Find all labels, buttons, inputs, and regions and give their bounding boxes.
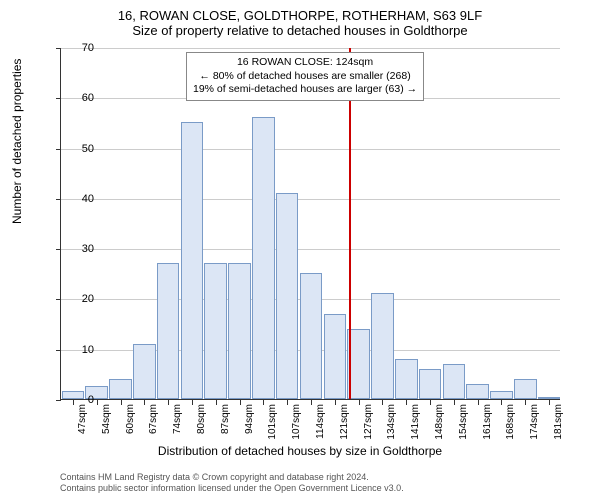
- xtick-mark: [311, 400, 312, 405]
- xtick-label: 67sqm: [148, 404, 159, 434]
- gridline: [61, 149, 560, 150]
- xtick-mark: [121, 400, 122, 405]
- xtick-mark: [144, 400, 145, 405]
- xtick-mark: [73, 400, 74, 405]
- ytick-mark: [56, 199, 61, 200]
- xtick-label: 121sqm: [339, 404, 350, 440]
- histogram-bar: [324, 314, 347, 399]
- xtick-mark: [216, 400, 217, 405]
- ytick-mark: [56, 149, 61, 150]
- xtick-label: 114sqm: [315, 404, 326, 439]
- xtick-mark: [192, 400, 193, 405]
- xtick-label: 127sqm: [363, 404, 374, 440]
- xtick-label: 107sqm: [291, 404, 302, 440]
- xtick-label: 161sqm: [482, 404, 493, 440]
- annotation-line3: 19% of semi-detached houses are larger (…: [193, 83, 417, 97]
- xtick-mark: [454, 400, 455, 405]
- ytick-label: 60: [82, 92, 94, 104]
- ytick-mark: [56, 98, 61, 99]
- ytick-label: 30: [82, 243, 94, 255]
- xtick-mark: [168, 400, 169, 405]
- histogram-bar: [204, 263, 227, 399]
- ytick-label: 10: [82, 344, 94, 356]
- histogram-bar: [252, 117, 275, 399]
- histogram-bar: [276, 193, 299, 399]
- xtick-label: 94sqm: [244, 404, 255, 434]
- xtick-label: 154sqm: [458, 404, 469, 440]
- xtick-mark: [335, 400, 336, 405]
- histogram-bar: [62, 391, 85, 399]
- histogram-bar: [157, 263, 180, 399]
- annotation-line1: 16 ROWAN CLOSE: 124sqm: [193, 56, 417, 70]
- xtick-mark: [287, 400, 288, 405]
- xtick-label: 87sqm: [220, 404, 231, 434]
- ytick-label: 70: [82, 42, 94, 54]
- histogram-bar: [490, 391, 513, 399]
- xtick-label: 168sqm: [505, 404, 516, 440]
- histogram-bar: [514, 379, 537, 399]
- ytick-label: 20: [82, 293, 94, 305]
- xtick-label: 134sqm: [386, 404, 397, 440]
- plot-area: 47sqm54sqm60sqm67sqm74sqm80sqm87sqm94sqm…: [60, 48, 560, 400]
- histogram-bar: [419, 369, 442, 399]
- histogram-bar: [133, 344, 156, 399]
- attribution-line1: Contains HM Land Registry data © Crown c…: [60, 472, 404, 483]
- xtick-label: 60sqm: [125, 404, 136, 434]
- annotation-line2: ← 80% of detached houses are smaller (26…: [193, 70, 417, 84]
- xtick-label: 47sqm: [77, 404, 88, 434]
- xtick-label: 148sqm: [434, 404, 445, 440]
- xtick-mark: [359, 400, 360, 405]
- xtick-label: 174sqm: [529, 404, 540, 440]
- xtick-mark: [263, 400, 264, 405]
- histogram-bar: [181, 122, 204, 399]
- histogram-bar: [228, 263, 251, 399]
- ytick-label: 50: [82, 143, 94, 155]
- ytick-mark: [56, 48, 61, 49]
- attribution-line2: Contains public sector information licen…: [60, 483, 404, 494]
- histogram-bar: [466, 384, 489, 399]
- chart-title-main: 16, ROWAN CLOSE, GOLDTHORPE, ROTHERHAM, …: [0, 0, 600, 23]
- gridline: [61, 199, 560, 200]
- histogram-bar: [300, 273, 323, 399]
- ytick-mark: [56, 400, 61, 401]
- ytick-label: 0: [88, 394, 94, 406]
- histogram-bar: [443, 364, 466, 399]
- xtick-mark: [478, 400, 479, 405]
- gridline: [61, 249, 560, 250]
- xtick-mark: [240, 400, 241, 405]
- xtick-label: 80sqm: [196, 404, 207, 434]
- xtick-label: 181sqm: [553, 404, 564, 440]
- xtick-label: 74sqm: [172, 404, 183, 434]
- ytick-label: 40: [82, 193, 94, 205]
- xtick-mark: [549, 400, 550, 405]
- chart-area: 47sqm54sqm60sqm67sqm74sqm80sqm87sqm94sqm…: [60, 48, 560, 400]
- ytick-mark: [56, 249, 61, 250]
- xtick-mark: [382, 400, 383, 405]
- chart-title-sub: Size of property relative to detached ho…: [0, 23, 600, 42]
- xtick-label: 101sqm: [267, 404, 278, 440]
- histogram-bar: [395, 359, 418, 399]
- xtick-mark: [406, 400, 407, 405]
- xtick-mark: [525, 400, 526, 405]
- y-axis-label: Number of detached properties: [10, 59, 24, 224]
- annotation-box: 16 ROWAN CLOSE: 124sqm← 80% of detached …: [186, 52, 424, 101]
- histogram-bar: [371, 293, 394, 399]
- xtick-mark: [97, 400, 98, 405]
- x-axis-label: Distribution of detached houses by size …: [0, 444, 600, 458]
- histogram-bar: [109, 379, 132, 399]
- attribution-text: Contains HM Land Registry data © Crown c…: [60, 472, 404, 494]
- xtick-label: 54sqm: [101, 404, 112, 434]
- ytick-mark: [56, 299, 61, 300]
- xtick-mark: [501, 400, 502, 405]
- gridline: [61, 48, 560, 49]
- histogram-bar: [538, 397, 561, 400]
- xtick-mark: [430, 400, 431, 405]
- xtick-label: 141sqm: [410, 404, 421, 440]
- ytick-mark: [56, 350, 61, 351]
